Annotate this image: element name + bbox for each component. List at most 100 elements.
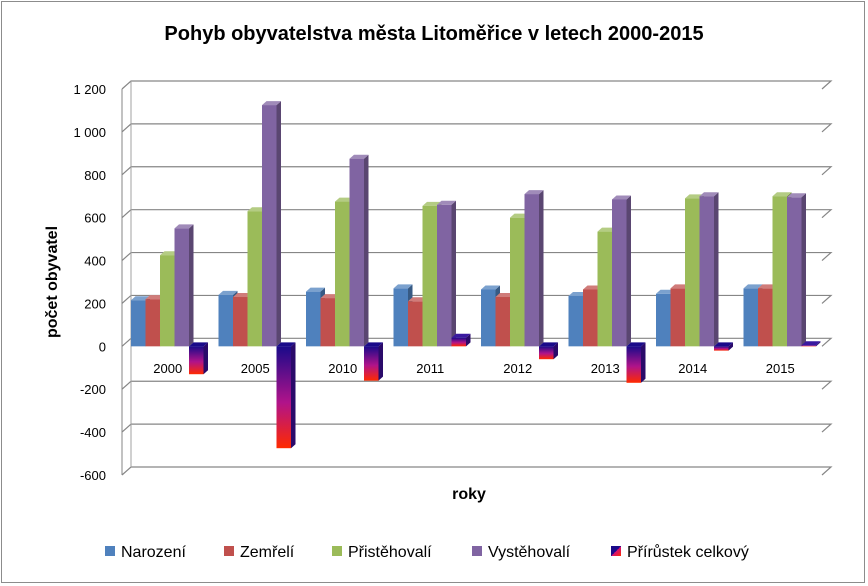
legend-swatch bbox=[105, 546, 115, 556]
legend-item: Přírůstek celkový bbox=[611, 543, 749, 561]
x-category-label: 2010 bbox=[328, 361, 357, 376]
bar-front bbox=[510, 217, 525, 347]
bar-front bbox=[145, 299, 160, 347]
bar-top bbox=[568, 291, 588, 296]
bar-side bbox=[553, 342, 558, 360]
y-tick-label: 600 bbox=[84, 211, 106, 226]
bar-top bbox=[772, 192, 792, 197]
bar-front bbox=[233, 297, 248, 347]
gridlines bbox=[121, 80, 833, 476]
bar-top bbox=[743, 284, 763, 289]
bar-top bbox=[758, 284, 777, 289]
y-tick-label: -200 bbox=[80, 382, 106, 397]
bar-top bbox=[685, 194, 704, 199]
y-tick-label: 400 bbox=[84, 254, 106, 269]
y-tick-label: 800 bbox=[84, 168, 106, 183]
bar-front bbox=[801, 345, 816, 347]
bar-front bbox=[306, 291, 321, 347]
x-category-label: 2014 bbox=[678, 361, 707, 376]
bar-front bbox=[481, 289, 496, 347]
x-category-label: 2012 bbox=[503, 361, 532, 376]
x-category-label: 2013 bbox=[591, 361, 620, 376]
bar-top bbox=[670, 284, 690, 289]
bar-front bbox=[612, 199, 627, 347]
bar-front bbox=[495, 297, 510, 347]
legend: Narození Zemřelí Přistěhovalí Vystěhovalí Př… bbox=[105, 543, 749, 561]
bar-side bbox=[801, 193, 806, 347]
bar bbox=[437, 200, 456, 347]
y-tick-label: -600 bbox=[80, 468, 106, 483]
bar-side bbox=[203, 342, 208, 375]
bar-side bbox=[816, 341, 821, 347]
y-axis-title: počet obyvatel bbox=[44, 226, 61, 338]
bar bbox=[801, 341, 821, 347]
bars bbox=[131, 101, 821, 449]
legend-item: Zemřelí bbox=[224, 544, 295, 561]
bar-front bbox=[247, 211, 262, 347]
bar-side bbox=[276, 101, 281, 347]
bar bbox=[714, 342, 733, 351]
bar-side bbox=[451, 200, 456, 347]
gridline bbox=[121, 123, 833, 133]
bar-front bbox=[262, 105, 277, 347]
legend-swatch bbox=[224, 546, 234, 556]
bar-top bbox=[787, 193, 806, 198]
bar-top bbox=[335, 197, 354, 202]
bar-side bbox=[189, 224, 194, 347]
bar bbox=[276, 342, 296, 449]
bar-side bbox=[626, 195, 631, 347]
bar-top bbox=[276, 342, 296, 347]
bar-top bbox=[349, 154, 369, 159]
bar-top bbox=[262, 101, 281, 106]
bar-side bbox=[728, 342, 733, 351]
bar-front bbox=[189, 346, 204, 375]
bar bbox=[364, 342, 383, 381]
bar-top bbox=[364, 342, 383, 347]
x-axis-categories: 2000 2005 2010 2011 2012 2013 2014 2015 bbox=[153, 361, 794, 376]
y-tick-label: 1 200 bbox=[73, 82, 106, 97]
bar bbox=[349, 154, 369, 347]
bar bbox=[174, 224, 194, 347]
x-category-label: 2000 bbox=[153, 361, 182, 376]
bar-top bbox=[539, 342, 558, 347]
bar-top bbox=[597, 227, 617, 232]
bar-front bbox=[743, 288, 758, 347]
legend-label: Přírůstek celkový bbox=[627, 543, 749, 561]
bar-front bbox=[335, 201, 350, 347]
bar-top bbox=[510, 213, 529, 218]
gridline bbox=[121, 80, 833, 90]
bar-side bbox=[291, 342, 296, 449]
y-tick-label: 1 000 bbox=[73, 125, 106, 140]
bar-front bbox=[131, 300, 146, 347]
y-axis-ticks: 1 200 1 000 800 600 400 200 0 -200 -400 -600 bbox=[73, 82, 106, 483]
bar-front bbox=[772, 196, 787, 347]
gridline bbox=[121, 166, 833, 176]
bar bbox=[612, 195, 631, 347]
bar-front bbox=[437, 204, 452, 347]
bar-front bbox=[174, 228, 189, 347]
bar-front bbox=[597, 231, 612, 347]
gridline bbox=[121, 209, 833, 219]
bar-front bbox=[787, 197, 802, 347]
bar-front bbox=[568, 295, 583, 347]
bar-front bbox=[670, 288, 685, 347]
bar-top bbox=[451, 333, 471, 338]
bar-front bbox=[320, 298, 335, 347]
bar-front bbox=[276, 346, 291, 449]
legend-item: Vystěhovalí bbox=[472, 544, 571, 561]
bar-top bbox=[495, 293, 515, 298]
legend-label: Narození bbox=[121, 544, 186, 561]
bar-top bbox=[422, 201, 442, 206]
bar-top bbox=[801, 341, 821, 346]
bar-top bbox=[306, 287, 325, 292]
bar-top bbox=[247, 207, 267, 212]
bar-front bbox=[349, 158, 364, 347]
bar-top bbox=[524, 190, 544, 195]
bar-top bbox=[160, 251, 179, 256]
bar-top bbox=[320, 294, 340, 299]
bar-side bbox=[378, 342, 383, 381]
x-category-label: 2011 bbox=[416, 361, 444, 376]
bar-front bbox=[583, 289, 598, 347]
bar-front bbox=[524, 194, 539, 347]
